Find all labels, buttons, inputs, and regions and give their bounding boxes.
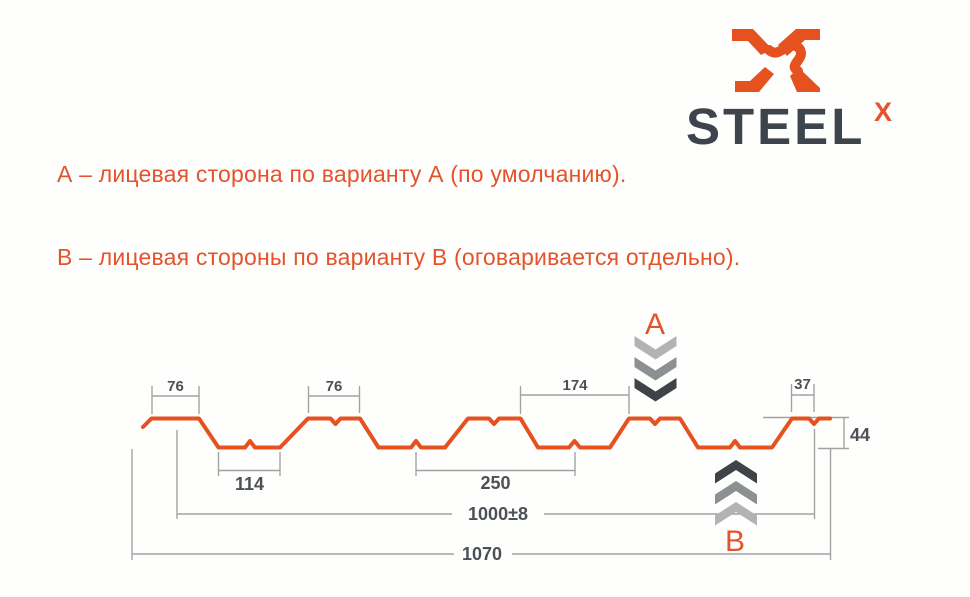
- chevron-up-icon: [715, 481, 757, 505]
- variant-b-chevrons-up: [715, 460, 757, 526]
- profile-outline: [141, 416, 832, 450]
- logo-center-s-ribbon: [764, 40, 806, 76]
- label-working-width: 1000±8: [468, 504, 528, 524]
- chevron-up-icon: [715, 502, 757, 526]
- label-edge-rib: 37: [794, 376, 811, 393]
- dim-crest-a: [151, 386, 200, 414]
- brand-superscript-x: X: [874, 97, 893, 127]
- dim-crest-gap: [519, 386, 630, 414]
- brand-wordmark: STEEL: [686, 98, 866, 155]
- chevron-up-icon: [715, 460, 757, 484]
- dim-pitch: [415, 452, 576, 476]
- note-variant-b: В – лицевая стороны по варианту В (огова…: [57, 244, 741, 270]
- label-valley: 114: [235, 474, 264, 494]
- logo-arm-top-left: [732, 29, 772, 55]
- label-crest-b: 76: [326, 378, 343, 395]
- dim-crest-b: [307, 386, 361, 413]
- logo-arm-bottom-left: [735, 67, 774, 92]
- marker-b-letter: В: [725, 525, 745, 558]
- dim-edge-rib: [790, 384, 815, 412]
- note-variant-a: А – лицевая сторона по варианту А (по ум…: [57, 161, 627, 187]
- overall-width-label-mask: [454, 546, 512, 561]
- steelx-logo: STEEL X: [650, 0, 950, 160]
- steelx-logo-icon: [732, 29, 820, 92]
- working-width-label-mask: [452, 505, 544, 522]
- variant-a-chevrons-down: [634, 336, 677, 402]
- marker-a-letter: А: [645, 308, 665, 341]
- label-height: 44: [850, 425, 870, 445]
- chevron-down-icon: [634, 378, 677, 402]
- label-crest-gap: 174: [562, 377, 588, 394]
- dim-valley: [217, 452, 281, 476]
- chevron-down-icon: [634, 357, 677, 381]
- chevron-down-icon: [634, 336, 677, 360]
- label-crest-a: 76: [167, 378, 184, 395]
- label-overall-width: 1070: [462, 544, 502, 564]
- label-pitch: 250: [480, 473, 510, 493]
